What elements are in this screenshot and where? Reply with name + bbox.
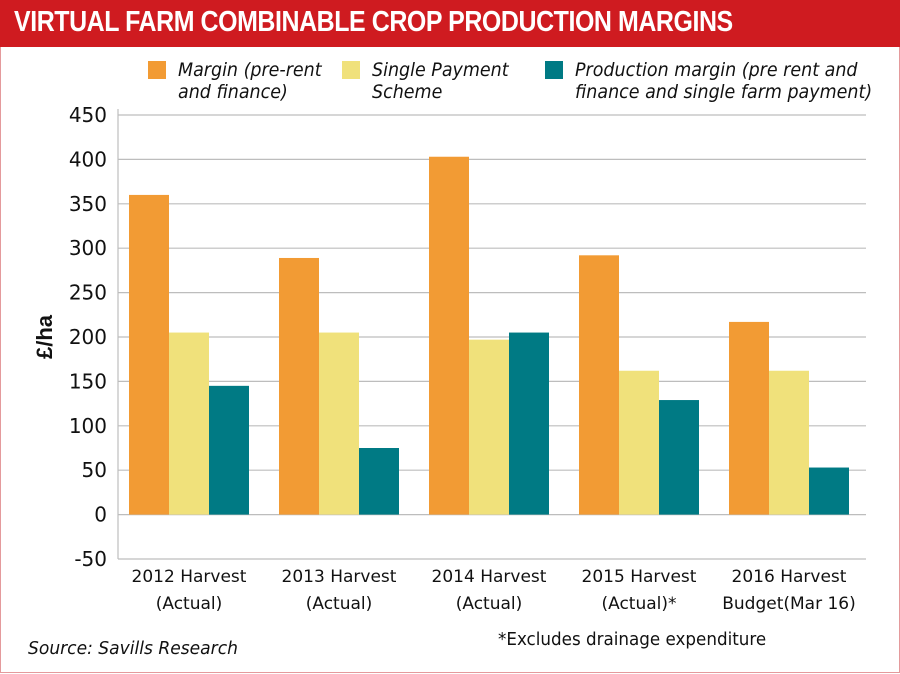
x-tick-label: 2012 Harvest	[132, 567, 247, 587]
y-tick-label: 100	[69, 414, 107, 438]
bar-production-margin	[359, 448, 399, 515]
legend-swatch-single-payment	[342, 61, 360, 79]
x-tick-label: (Actual)*	[601, 594, 676, 614]
bar-single-payment	[169, 332, 209, 515]
x-tick-label: 2013 Harvest	[282, 567, 397, 587]
bars	[129, 156, 849, 515]
x-tick-label: 2014 Harvest	[432, 567, 547, 587]
legend-line: Single Payment	[372, 59, 509, 81]
legend-line: Margin (pre-rent	[178, 59, 322, 81]
bar-margin	[429, 156, 469, 515]
bar-single-payment	[619, 370, 659, 515]
bar-production-margin	[659, 400, 699, 515]
y-tick-label: 350	[69, 192, 107, 216]
x-tick-label: 2016 Harvest	[732, 567, 847, 587]
legend-line: Scheme	[372, 81, 443, 103]
y-tick-label: 450	[69, 103, 107, 127]
bar-margin	[729, 321, 769, 515]
bar-single-payment	[319, 332, 359, 515]
category-labels: 2012 Harvest (Actual) 2013 Harvest (Actual)…	[132, 567, 856, 614]
legend-label-single-payment: Single Payment Scheme	[372, 59, 509, 103]
y-tick-label: -50	[74, 547, 107, 571]
y-tick-labels: 450 400 350 300 250 200 150 100 50 0 -50	[69, 103, 107, 571]
y-tick-label: 200	[69, 325, 107, 349]
chart-title: VIRTUAL FARM COMBINABLE CROP PRODUCTION …	[14, 6, 733, 38]
y-tick-label: 300	[69, 236, 107, 260]
legend-swatch-margin	[148, 61, 166, 79]
x-tick-label: (Actual)	[456, 594, 523, 614]
bar-production-margin	[509, 332, 549, 515]
bar-margin	[279, 257, 319, 515]
y-tick-label: 400	[69, 147, 107, 171]
legend-line: finance and single farm payment)	[575, 81, 873, 103]
y-tick-label: 150	[69, 369, 107, 393]
legend-line: Production margin (pre rent and	[575, 59, 858, 81]
bar-production-margin	[809, 467, 849, 515]
legend-label-margin: Margin (pre-rent and finance)	[178, 59, 322, 103]
source-note: Source: Savills Research	[28, 638, 238, 659]
x-tick-label: Budget(Mar 16)	[722, 594, 856, 614]
x-tick-label: 2015 Harvest	[582, 567, 697, 587]
bar-production-margin	[209, 385, 249, 515]
title-bar: VIRTUAL FARM COMBINABLE CROP PRODUCTION …	[0, 0, 900, 47]
y-tick-label: 250	[69, 281, 107, 305]
y-tick-label: 0	[94, 503, 107, 527]
bar-single-payment	[769, 370, 809, 515]
legend-line: and finance)	[178, 81, 288, 103]
y-axis-label: £/ha	[32, 314, 57, 359]
bar-single-payment	[469, 339, 509, 515]
legend-swatch-production-margin	[545, 61, 563, 79]
legend-label-production-margin: Production margin (pre rent and finance …	[575, 59, 872, 103]
x-tick-label: (Actual)	[156, 594, 223, 614]
footnote: *Excludes drainage expenditure	[498, 629, 767, 650]
bar-margin	[579, 255, 619, 515]
bar-margin	[129, 194, 169, 515]
x-tick-label: (Actual)	[306, 594, 373, 614]
y-tick-label: 50	[82, 458, 107, 482]
